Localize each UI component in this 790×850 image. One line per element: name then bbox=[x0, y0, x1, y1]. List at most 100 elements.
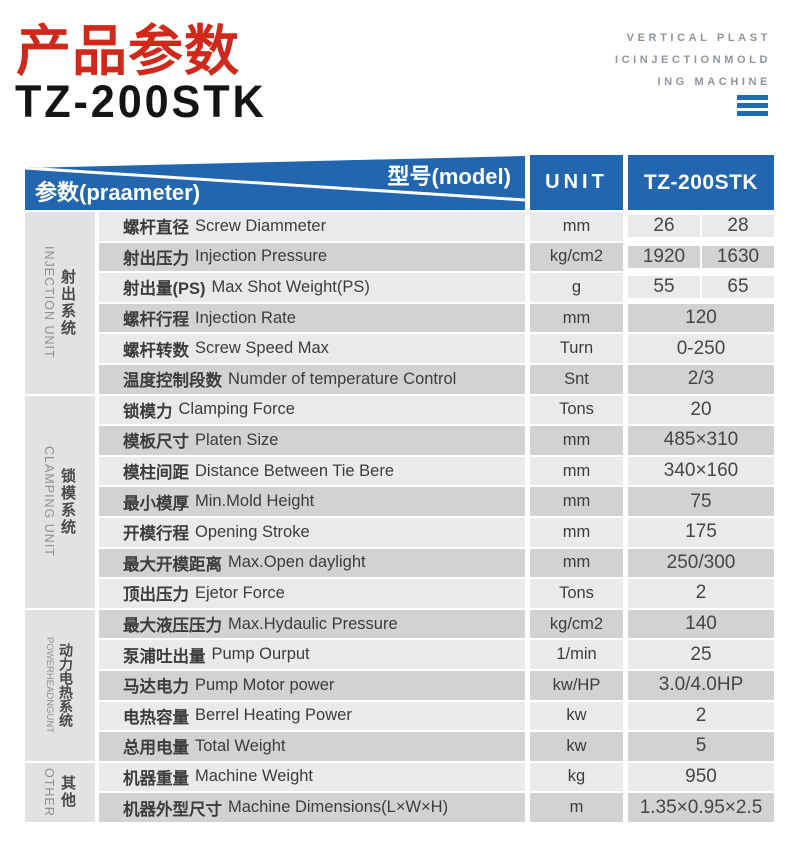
section-clamping-unit: CLAMPING UNIT 锁模系统 锁模力 Clamping Force Ton… bbox=[25, 395, 774, 608]
row-label-en: Opening Stroke bbox=[195, 522, 310, 541]
row-unit: mm bbox=[530, 426, 623, 455]
row-value: 26 bbox=[628, 215, 700, 238]
row-value: 140 bbox=[628, 609, 774, 639]
row-label-en: Pump Motor power bbox=[195, 675, 335, 694]
tagline-line: ICINJECTIONMOLD bbox=[614, 54, 771, 66]
row-label-en: Clamping Force bbox=[178, 400, 295, 419]
diagonal-divider bbox=[25, 166, 525, 202]
section-label-en: OTHER bbox=[42, 767, 56, 817]
row-unit: mm bbox=[530, 303, 623, 333]
row-unit: 1/min bbox=[530, 640, 623, 669]
row-label-cn: 射出压力 bbox=[123, 249, 189, 268]
table-row: 机器外型尺寸 Machine Dimensions(L×W×H) m 1.35×0… bbox=[99, 793, 774, 822]
table-header-row: 型号(model) 参数(praameter) UNIT TZ-200STK bbox=[25, 155, 774, 210]
row-label-cn: 机器重量 bbox=[123, 769, 189, 788]
row-value: 75 bbox=[628, 487, 774, 516]
table-row: 最大开模距离 Max.Open daylight mm 250/300 bbox=[99, 548, 774, 578]
row-unit: mm bbox=[530, 517, 623, 547]
row-label-en: Distance Between Tie Bere bbox=[195, 461, 395, 480]
table-row: 模板尺寸 Platen Size mm 485×310 bbox=[99, 426, 774, 455]
section-label-cn: 其他 bbox=[59, 775, 76, 810]
row-unit: kg/cm2 bbox=[530, 242, 623, 272]
row-label-en: Machine Weight bbox=[195, 767, 314, 786]
table-row: 射出量(PS) Max Shot Weight(PS) g 55 65 bbox=[99, 273, 774, 302]
row-unit: mm bbox=[530, 487, 623, 516]
row-unit: Turn bbox=[530, 334, 623, 363]
row-label-en: Berrel Heating Power bbox=[195, 706, 352, 725]
row-label-en: Numder of temperature Control bbox=[228, 369, 457, 388]
page-header: 产品参数 TZ-200STK VERTICAL PLAST ICINJECTIO… bbox=[0, 0, 790, 155]
row-value: 55 bbox=[628, 276, 700, 299]
row-value: 340×160 bbox=[628, 456, 774, 486]
row-label-en: Injection Rate bbox=[195, 308, 296, 327]
row-value: 2 bbox=[628, 701, 774, 731]
row-label-en: Max.Open daylight bbox=[228, 553, 366, 572]
row-value: 3.0/4.0HP bbox=[628, 670, 774, 700]
row-unit: m bbox=[530, 793, 623, 822]
row-unit: kg/cm2 bbox=[530, 609, 623, 639]
row-label-en: Pump Ourput bbox=[211, 645, 310, 664]
row-value: 120 bbox=[628, 303, 774, 333]
row-unit: kg bbox=[530, 762, 623, 792]
tagline-line: VERTICAL PLAST bbox=[626, 32, 771, 44]
row-value: 0-250 bbox=[628, 334, 774, 363]
row-value: 1920 bbox=[628, 245, 700, 268]
table-row: 螺杆直径 Screw Diammeter mm 26 28 bbox=[99, 212, 774, 241]
header-cell-model-value: TZ-200STK bbox=[628, 155, 774, 210]
section-injection-unit: INJECTION UNIT 射出系统 螺杆直径 Screw Diammeter … bbox=[25, 212, 774, 394]
tagline: VERTICAL PLAST ICINJECTIONMOLD ING MACHI… bbox=[615, 27, 771, 93]
table-row: 温度控制段数 Numder of temperature Control Snt … bbox=[99, 364, 774, 394]
header-model-label: 型号(model) bbox=[387, 164, 511, 189]
table-row: 泵浦吐出量 Pump Ourput 1/min 25 bbox=[99, 640, 774, 669]
header-cell-parameter: 型号(model) 参数(praameter) bbox=[25, 156, 525, 210]
row-value: 25 bbox=[628, 640, 774, 669]
row-value: 2/3 bbox=[628, 364, 774, 394]
row-label-cn: 温度控制段数 bbox=[123, 372, 222, 391]
row-label-en: Total Weight bbox=[195, 736, 286, 755]
row-label-cn: 电热容量 bbox=[123, 708, 189, 727]
row-value: 2 bbox=[628, 579, 774, 608]
row-unit: kw bbox=[530, 732, 623, 761]
section-label: CLAMPING UNIT 锁模系统 bbox=[25, 395, 95, 608]
table-row: 模柱间距 Distance Between Tie Bere mm 340×160 bbox=[99, 456, 774, 486]
row-label-cn: 射出量(PS) bbox=[123, 280, 206, 299]
table-row: 最小模厚 Min.Mold Height mm 75 bbox=[99, 487, 774, 516]
row-unit: g bbox=[530, 273, 623, 302]
menu-bar bbox=[737, 111, 768, 116]
row-label-cn: 开模行程 bbox=[123, 525, 189, 544]
row-value: 950 bbox=[628, 762, 774, 792]
row-value: 65 bbox=[702, 276, 774, 299]
row-label-cn: 马达电力 bbox=[123, 678, 189, 697]
row-unit: mm bbox=[530, 456, 623, 486]
row-value: 20 bbox=[628, 395, 774, 425]
table-row: 机器重量 Machine Weight kg 950 bbox=[99, 762, 774, 792]
row-label-cn: 螺杆行程 bbox=[123, 311, 189, 330]
row-label-cn: 螺杆转数 bbox=[123, 341, 189, 360]
row-value: 5 bbox=[628, 732, 774, 761]
row-label-cn: 螺杆直径 bbox=[123, 219, 189, 238]
menu-bar bbox=[737, 103, 768, 108]
row-label-cn: 最大液压压力 bbox=[123, 617, 222, 636]
table-row: 电热容量 Berrel Heating Power kw 2 bbox=[99, 701, 774, 731]
row-label-en: Screw Diammeter bbox=[195, 216, 327, 235]
row-label-cn: 泵浦吐出量 bbox=[123, 647, 206, 666]
table-row: 射出压力 Injection Pressure kg/cm2 1920 1630 bbox=[99, 242, 774, 272]
model-title: TZ-200STK bbox=[15, 76, 267, 127]
row-unit: Snt bbox=[530, 364, 623, 394]
header-cell-unit: UNIT bbox=[530, 155, 623, 210]
row-label-en: Platen Size bbox=[195, 430, 279, 449]
row-value: 28 bbox=[702, 215, 774, 238]
row-label-cn: 机器外型尺寸 bbox=[123, 800, 222, 819]
row-value: 1.35×0.95×2.5 bbox=[628, 793, 774, 822]
table-row: 最大液压压力 Max.Hydaulic Pressure kg/cm2 140 bbox=[99, 609, 774, 639]
page-title: 产品参数 bbox=[16, 20, 241, 82]
row-label-cn: 顶出压力 bbox=[123, 586, 189, 605]
section-label-en: INJECTION UNIT bbox=[42, 246, 56, 360]
row-label-en: Max Shot Weight(PS) bbox=[211, 277, 370, 296]
menu-bar bbox=[737, 95, 768, 100]
row-unit: mm bbox=[530, 548, 623, 578]
row-label-en: Max.Hydaulic Pressure bbox=[228, 614, 398, 633]
section-label-en: CLAMPING UNIT bbox=[42, 446, 56, 558]
row-value: 485×310 bbox=[628, 426, 774, 455]
section-label: POWERHEADNGUNT 动力电热系统 bbox=[25, 609, 95, 761]
